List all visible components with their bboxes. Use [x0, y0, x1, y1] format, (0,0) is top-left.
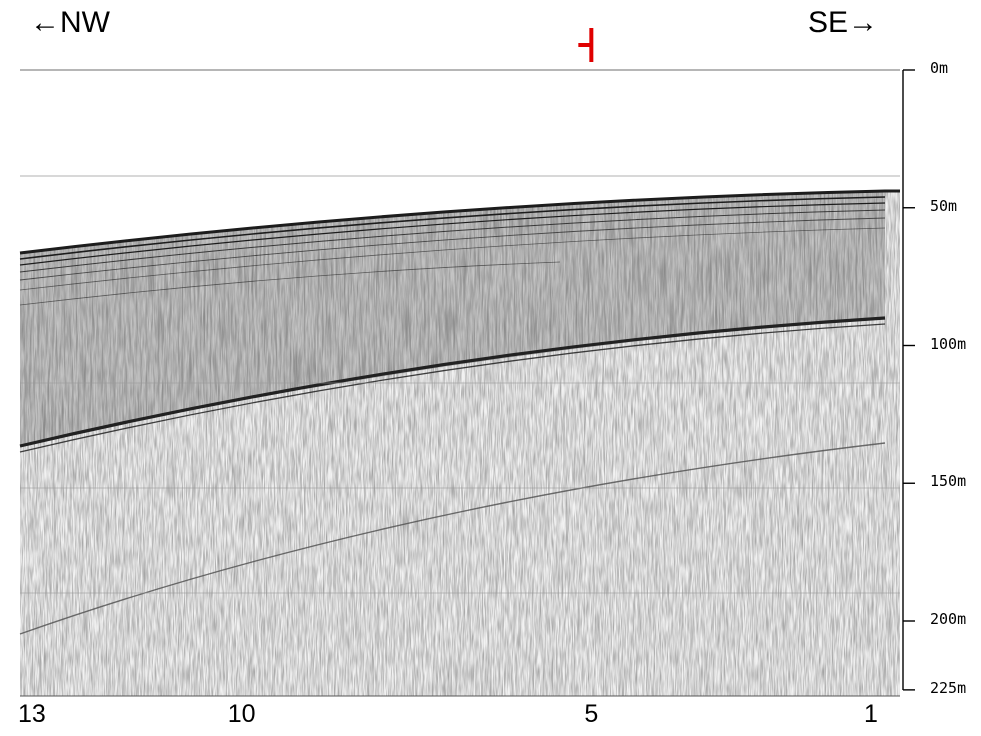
direction-se-label: SE→: [808, 6, 879, 39]
depth-tick-label-50: 50m: [930, 196, 958, 215]
seabed-reflector: [19, 189, 900, 306]
depth-tick-label-200: 200m: [930, 610, 967, 628]
depth-tick-label-0: 0m: [930, 59, 949, 77]
depth-tick-label-150: 150m: [930, 472, 967, 491]
strong-reflector: [19, 316, 886, 453]
deep-reflector: [19, 442, 886, 635]
depth-tick-label-100: 100m: [930, 334, 967, 353]
position-marker: [578, 28, 594, 62]
depth-gridlines: [20, 382, 900, 594]
direction-nw-label: ←NW: [30, 6, 110, 39]
distance-tick-label-13: 13: [18, 700, 46, 728]
depth-axis: [902, 69, 915, 691]
distance-tick-label-10: 10: [227, 700, 256, 728]
distance-tick-label-1: 1: [864, 700, 878, 728]
depth-tick-label-225: 225m: [930, 678, 967, 697]
distance-tick-label-5: 5: [584, 700, 599, 728]
